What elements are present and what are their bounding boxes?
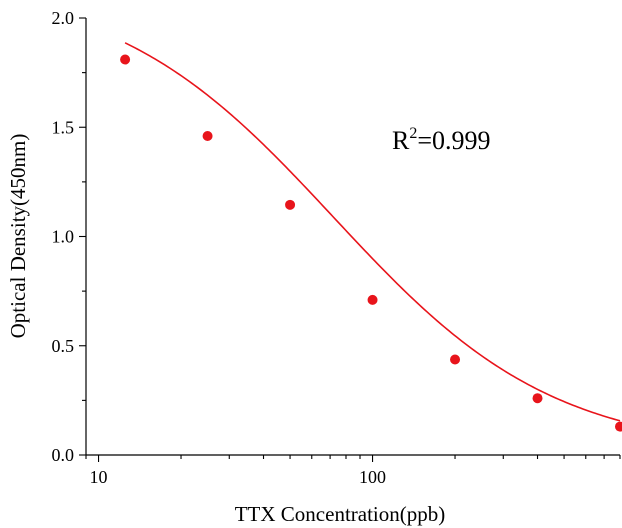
data-point xyxy=(202,130,213,141)
annotation-superscript: 2 xyxy=(409,125,417,142)
r-squared-annotation: R2=0.999 xyxy=(392,125,491,155)
data-point xyxy=(120,54,131,65)
x-axis-title: TTX Concentration(ppb) xyxy=(235,502,446,526)
axes xyxy=(85,18,620,456)
y-tick-label: 0.5 xyxy=(52,336,75,356)
y-tick-label: 1.5 xyxy=(52,117,75,137)
y-ticks: 0.0 0.5 1.0 1.5 2.0 xyxy=(52,8,86,465)
x-tick-label: 100 xyxy=(359,467,386,487)
data-point xyxy=(367,294,378,305)
annotation-base: R xyxy=(392,126,410,155)
data-point xyxy=(285,199,296,210)
fit-curve xyxy=(124,42,621,422)
data-point xyxy=(450,354,461,365)
y-tick-label: 1.0 xyxy=(52,227,75,247)
data-point xyxy=(615,421,622,432)
x-tick-label: 10 xyxy=(90,467,108,487)
data-points xyxy=(120,54,622,432)
y-tick-label: 0.0 xyxy=(52,445,75,465)
y-tick-label: 2.0 xyxy=(52,8,75,28)
y-axis-title: Optical Density(450nm) xyxy=(6,134,30,339)
annotation-value: =0.999 xyxy=(417,126,490,155)
x-ticks: 10 100 xyxy=(85,455,621,487)
data-point xyxy=(532,393,543,404)
